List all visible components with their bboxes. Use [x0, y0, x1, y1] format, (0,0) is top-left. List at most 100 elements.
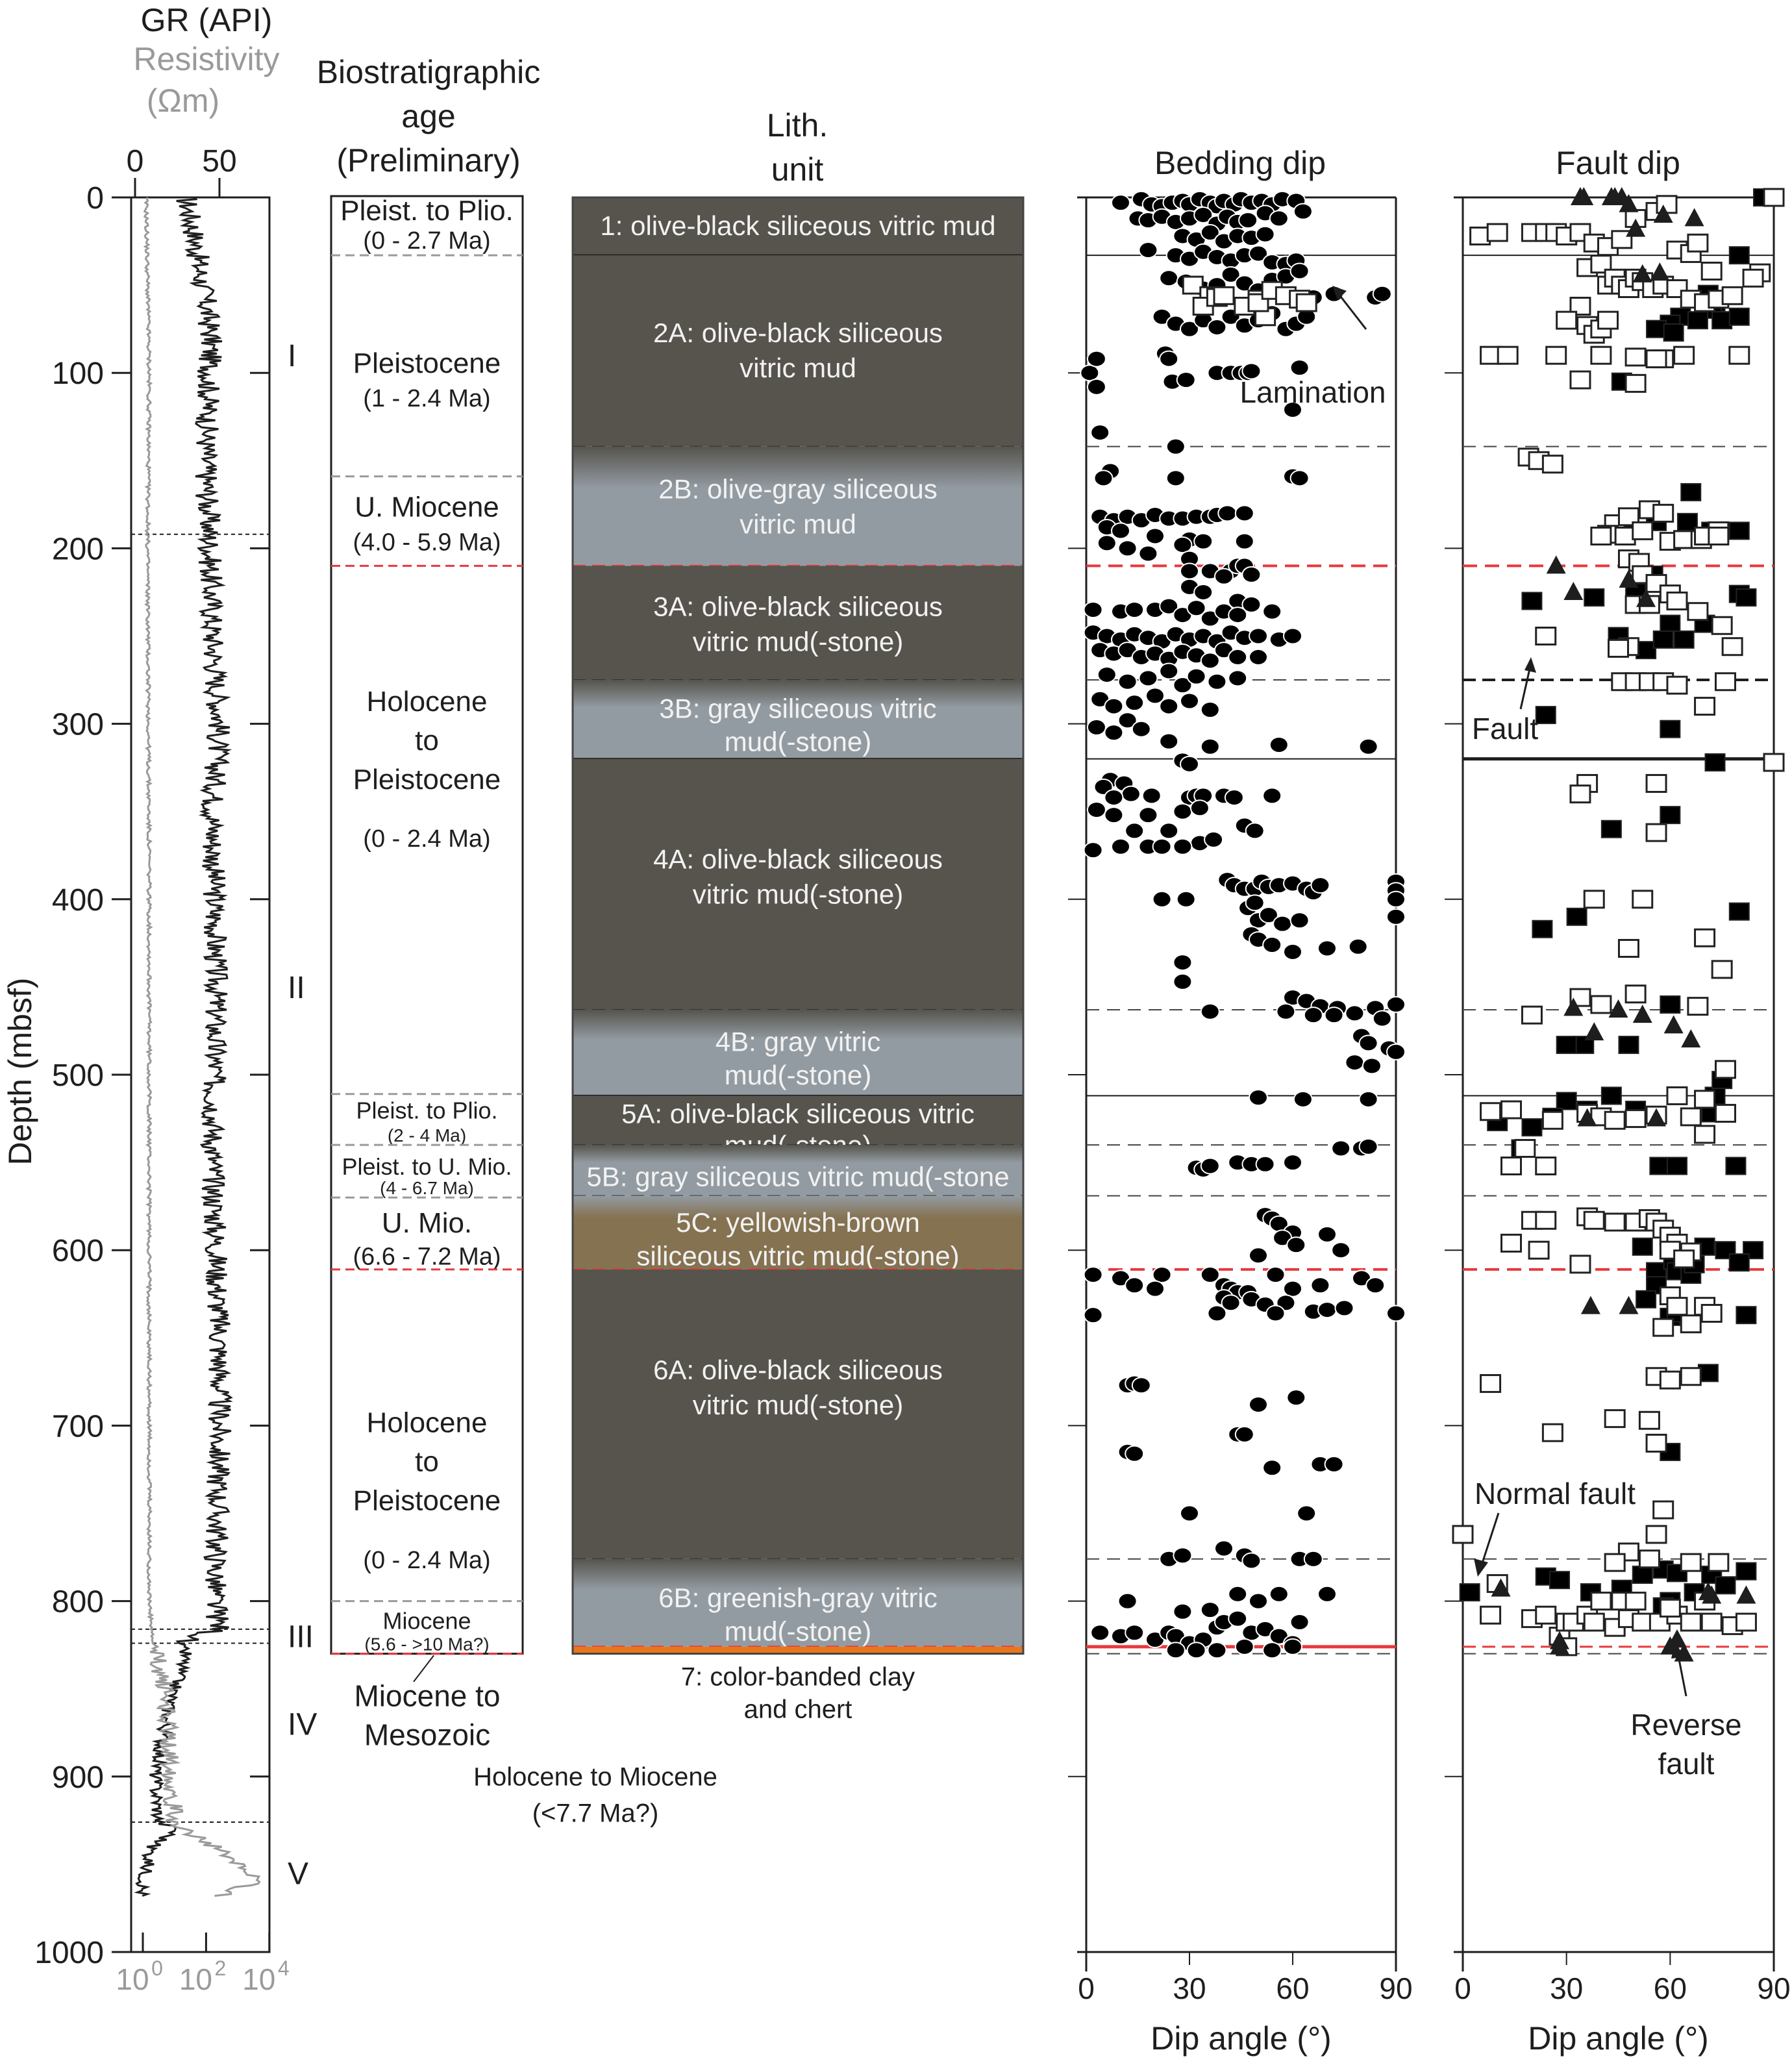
biostrat-title-line3: (Preliminary): [336, 142, 520, 179]
bedding-point: [1111, 522, 1130, 540]
res-tick-exponent: 0: [151, 1957, 163, 1980]
bedding-point: [1189, 799, 1210, 817]
lith-unit-label: vitric mud(-stone): [693, 879, 903, 910]
bedding-point: [1303, 1007, 1323, 1024]
fault-point-open: [1694, 928, 1716, 947]
bedding-point: [1283, 943, 1302, 960]
fault-point-open: [1714, 1060, 1736, 1079]
bedding-point: [1245, 894, 1265, 912]
lith-unit-label: vitric mud: [740, 509, 856, 540]
bedding-point: [1207, 1642, 1227, 1659]
bedding-point: [1111, 194, 1130, 212]
bedding-point: [1289, 469, 1310, 487]
bedding-point: [1145, 527, 1165, 545]
bedding-point: [1262, 1459, 1282, 1477]
bedding-point: [1086, 378, 1106, 395]
normal-fault-point: [1704, 753, 1726, 772]
gr-curve: [134, 197, 233, 1897]
bedding-point: [1334, 1299, 1354, 1317]
bedding-point: [1193, 206, 1213, 224]
reverse-fault-point: [1619, 1295, 1639, 1314]
fault-point-open: [1500, 1233, 1523, 1253]
reverse-fault-label-1: Reverse: [1630, 1708, 1741, 1742]
biostrat-age-range: (4.0 - 5.9 Ma): [353, 529, 501, 557]
fault-point-open: [1604, 1409, 1626, 1429]
biostrat-age-range: (4 - 6.7 Ma): [380, 1178, 474, 1198]
fault-point-open: [1694, 697, 1716, 716]
fault-point-open: [1638, 1410, 1660, 1430]
fault-point-open: [1742, 268, 1764, 288]
bedding-point: [1200, 1157, 1220, 1175]
normal-fault-point: [1632, 1566, 1653, 1584]
bedding-point: [1262, 603, 1282, 620]
bedding-point: [1228, 1610, 1248, 1627]
reverse-fault-point: [1580, 1295, 1600, 1314]
bedding-point: [1331, 1242, 1351, 1259]
bedding-point: [1173, 536, 1193, 553]
fault-point-open: [1645, 1525, 1667, 1544]
bedding-point: [1173, 954, 1193, 971]
normal-fault-point: [1680, 482, 1702, 501]
fault-point-open: [1480, 1374, 1502, 1394]
log-unit-label: IV: [288, 1708, 317, 1742]
fault-label: Fault: [1472, 712, 1538, 745]
bedding-point: [1249, 1247, 1268, 1264]
bedding-point: [1217, 505, 1238, 522]
normal-fault-point: [1618, 1036, 1639, 1055]
bedding-point: [1241, 595, 1262, 613]
biostrat-age-label: U. Miocene: [355, 492, 499, 523]
bedding-point: [1283, 1154, 1302, 1171]
biostrat-age-range: (2 - 4 Ma): [388, 1125, 466, 1145]
x-axis-label: Dip angle (°): [1528, 2020, 1708, 2057]
biostrat-leader-line: [413, 1655, 434, 1683]
fault-point-open: [1480, 1605, 1502, 1625]
biostrat-frame: [330, 195, 524, 1655]
normal-fault-point: [1556, 1092, 1577, 1110]
bedding-point: [1165, 1642, 1186, 1659]
bedding-dip-plot: 0 30 60 90 Dip angle (°): [1068, 190, 1413, 2057]
biostrat-age-label: to: [415, 725, 439, 757]
biostrat-column: Pleist. to Plio.(0 - 2.7 Ma)Pleistocene(…: [330, 195, 524, 1752]
bedding-point: [1249, 627, 1268, 645]
lith-unit-label: 6B: greenish-gray vitric: [658, 1583, 938, 1613]
depth-tick-label: 700: [52, 1409, 104, 1444]
bedding-point: [1186, 668, 1206, 685]
normal-fault-point: [1584, 588, 1605, 607]
fault-point-open: [1645, 823, 1667, 842]
bedding-point: [1234, 1425, 1254, 1443]
bedding-point: [1207, 673, 1227, 690]
fault-point-open: [1624, 1592, 1647, 1611]
bedding-point: [1176, 371, 1196, 389]
reverse-fault-point: [1636, 588, 1656, 607]
bedding-point: [1145, 687, 1165, 705]
fault-point-open: [1721, 286, 1743, 305]
lith-age-note: Holocene to Miocene: [473, 1762, 717, 1791]
reverse-fault-point: [1667, 1629, 1687, 1648]
reverse-fault-point: [1684, 208, 1704, 227]
fault-point-open: [1680, 1367, 1702, 1386]
lith-unit-label: 6A: olive-black siliceous: [653, 1355, 943, 1385]
fault-point-open: [1611, 230, 1633, 249]
fault-point-open: [1645, 1433, 1667, 1453]
bedding-point: [1117, 712, 1138, 729]
bedding-point: [1345, 1054, 1365, 1071]
bedding-point: [1258, 907, 1278, 924]
fault-point-open: [1632, 890, 1654, 909]
bedding-point: [1228, 670, 1248, 687]
fault-point-open: [1652, 503, 1674, 523]
x-tick-label: 0: [1454, 1971, 1471, 2005]
depth-axis-label: Depth (mbsf): [2, 978, 38, 1166]
bedding-point: [1180, 562, 1199, 580]
bedding-point: [1269, 210, 1289, 227]
reverse-fault-point: [1546, 555, 1566, 574]
lith-unit-dark: [573, 197, 1023, 256]
reverse-fault-point: [1574, 187, 1594, 205]
bedding-point: [1104, 807, 1124, 824]
bedding-point: [1289, 912, 1310, 929]
bedding-point: [1331, 1140, 1351, 1157]
depth-tick-label: 900: [52, 1760, 104, 1795]
fault-point-open: [1535, 1210, 1557, 1230]
normal-fault-point: [1636, 641, 1657, 660]
